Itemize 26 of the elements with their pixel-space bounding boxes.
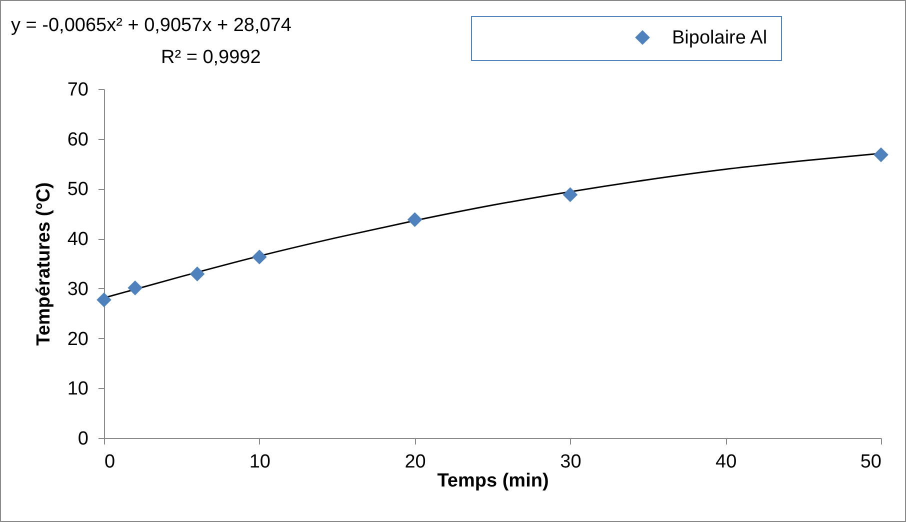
text: y = -0,0065x² + 0,9057x + 28,074 xyxy=(11,15,292,37)
point xyxy=(874,147,888,162)
legend-label: Bipolaire Al xyxy=(672,28,768,48)
point xyxy=(252,250,267,264)
point xyxy=(190,266,205,282)
point xyxy=(562,187,578,202)
point xyxy=(96,292,112,308)
y-tick-label: 40 xyxy=(67,229,88,250)
x-tick-label: 50 xyxy=(860,452,882,472)
text: R² = 0,9992 xyxy=(161,47,261,69)
x-tick-label: 20 xyxy=(404,452,426,472)
point xyxy=(407,212,422,228)
x-axis-title: Temps (min) xyxy=(437,470,549,492)
x-tick-label: 30 xyxy=(560,452,582,472)
x-tick-label: 40 xyxy=(716,452,737,472)
y-tick-label: 60 xyxy=(67,129,88,150)
x-tick-label: 10 xyxy=(249,452,270,472)
point xyxy=(128,280,142,296)
y-tick-label: 50 xyxy=(67,179,88,200)
y-tick-label: 30 xyxy=(67,278,88,300)
y-tick-label: 10 xyxy=(67,378,88,400)
x-tick-label: 0 xyxy=(104,452,116,472)
y-tick-label: 0 xyxy=(78,428,88,450)
y-axis-title: Températures (°C) xyxy=(33,182,54,346)
y-tick-label: 70 xyxy=(67,80,88,100)
y-tick-label: 20 xyxy=(67,328,88,350)
